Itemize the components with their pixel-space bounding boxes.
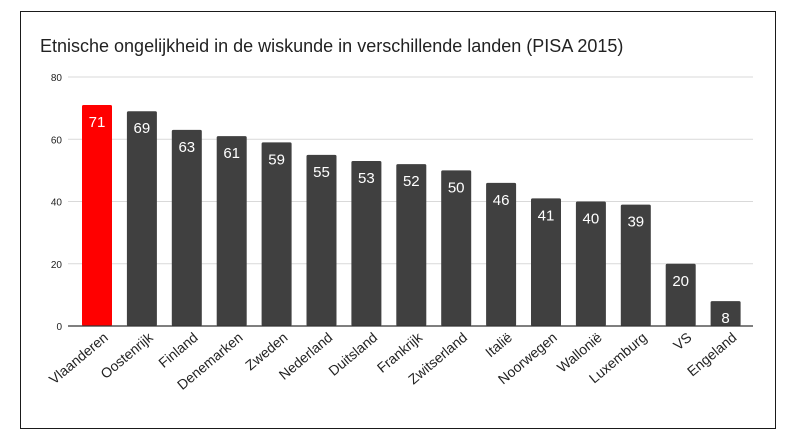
bar xyxy=(261,142,292,326)
data-label: 59 xyxy=(268,151,285,168)
data-label: 40 xyxy=(583,211,600,228)
x-tick-label: Vlaanderen xyxy=(46,329,111,387)
data-label: 53 xyxy=(358,170,375,187)
bar xyxy=(575,201,606,326)
data-label: 61 xyxy=(223,145,240,162)
y-tick-label: 60 xyxy=(51,135,63,146)
data-label: 55 xyxy=(313,164,330,181)
bar xyxy=(620,204,651,326)
bar xyxy=(396,164,427,326)
bar xyxy=(441,170,472,326)
y-tick-label: 20 xyxy=(51,260,63,271)
data-label: 71 xyxy=(89,114,106,131)
x-tick-label: Engeland xyxy=(684,329,740,379)
y-tick-label: 80 xyxy=(51,73,63,84)
chart-title: Etnische ongelijkheid in de wiskunde in … xyxy=(40,36,624,56)
y-tick-label: 40 xyxy=(51,198,63,209)
bar xyxy=(351,161,382,326)
bar xyxy=(82,105,112,326)
y-tick-label: 0 xyxy=(56,322,62,333)
data-label: 41 xyxy=(538,207,555,224)
data-label: 46 xyxy=(493,192,510,209)
data-label: 52 xyxy=(403,173,420,190)
bar xyxy=(531,198,561,326)
data-label: 39 xyxy=(627,214,644,231)
bar xyxy=(126,111,157,326)
data-label: 63 xyxy=(178,139,195,156)
data-label: 50 xyxy=(448,179,465,196)
x-tick-label: Italië xyxy=(482,329,515,360)
bar xyxy=(306,154,337,326)
bar xyxy=(486,182,517,326)
data-label: 20 xyxy=(672,273,689,290)
bar xyxy=(216,136,247,326)
data-label: 69 xyxy=(134,120,151,137)
bar xyxy=(171,129,202,326)
bar xyxy=(710,301,741,326)
x-tick-label: VS xyxy=(670,329,695,353)
data-label: 8 xyxy=(721,310,729,327)
bar xyxy=(665,263,696,326)
x-tick-label: Duitsland xyxy=(325,329,380,379)
